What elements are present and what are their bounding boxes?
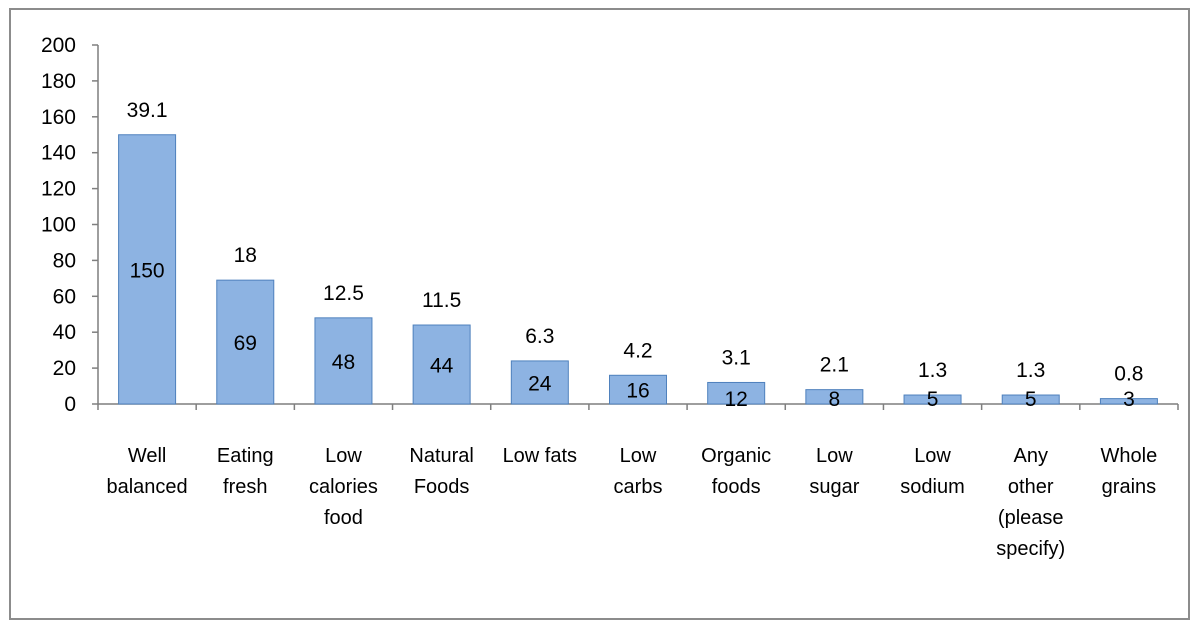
bar-percent-label: 3.1 (722, 346, 751, 369)
x-category-label: specify) (996, 538, 1065, 560)
x-category-label: grains (1102, 476, 1156, 498)
bar (1099, 398, 1158, 405)
x-category-label: Organic (701, 445, 771, 467)
bar-value-label: 8 (829, 388, 841, 411)
bar (707, 381, 766, 405)
x-category-label: Low (325, 445, 362, 467)
x-category-label: carbs (614, 476, 663, 498)
x-category-label: (please (998, 507, 1064, 529)
bar (216, 279, 275, 405)
x-category-label: Well (128, 445, 167, 467)
x-category-label: Low fats (503, 445, 577, 467)
y-tick-label: 120 (41, 178, 76, 201)
bar-value-label: 12 (725, 388, 748, 411)
bar-percent-label: 4.2 (623, 339, 652, 362)
bar-percent-label: 39.1 (127, 99, 168, 122)
x-category-label: balanced (106, 476, 187, 498)
bar (903, 394, 962, 405)
x-category-label: Foods (414, 476, 470, 498)
bar-value-label: 24 (528, 372, 552, 395)
x-category-label: Natural (409, 445, 473, 467)
bar-percent-label: 0.8 (1114, 363, 1143, 386)
x-category-label: food (324, 507, 363, 529)
bar-percent-label: 6.3 (525, 325, 554, 348)
y-tick-label: 180 (41, 70, 76, 93)
x-category-label: Low (620, 445, 657, 467)
bar-value-label: 3 (1123, 388, 1135, 411)
bar (510, 360, 569, 405)
bar (118, 134, 177, 405)
y-tick-label: 140 (41, 142, 76, 165)
x-category-label: calories (309, 476, 378, 498)
bar-value-label: 48 (332, 351, 355, 374)
y-tick-label: 100 (41, 214, 76, 237)
x-category-label: Low (914, 445, 951, 467)
y-tick-label: 200 (41, 34, 76, 57)
bar-percent-label: 1.3 (1016, 359, 1045, 382)
x-category-label: fresh (223, 476, 267, 498)
bar (609, 374, 667, 405)
x-category-label: Eating (217, 445, 274, 467)
bar-value-label: 44 (430, 355, 454, 378)
bar (314, 317, 373, 405)
y-tick-label: 20 (53, 357, 76, 380)
bar-percent-label: 11.5 (422, 289, 461, 312)
bar-value-label: 5 (1025, 388, 1037, 411)
y-tick-label: 80 (53, 249, 76, 272)
bar-percent-label: 18 (234, 244, 257, 267)
bar-value-label: 16 (626, 380, 649, 403)
bar-value-label: 150 (130, 259, 165, 282)
bar (805, 389, 864, 405)
y-tick-label: 40 (53, 321, 76, 344)
bar-percent-label: 2.1 (820, 354, 849, 377)
bar-value-label: 69 (234, 332, 257, 355)
x-category-label: Any (1013, 445, 1047, 467)
y-tick-label: 160 (41, 106, 76, 129)
x-category-label: Low (816, 445, 853, 467)
bar-percent-label: 12.5 (323, 282, 364, 305)
x-category-label: Whole (1101, 445, 1158, 467)
y-tick-label: 0 (64, 393, 76, 416)
bar-percent-label: 1.3 (918, 359, 947, 382)
chart-frame (9, 8, 1190, 620)
x-category-label: foods (712, 476, 761, 498)
x-category-label: sugar (809, 476, 859, 498)
x-category-label: other (1008, 476, 1054, 498)
bar-value-label: 5 (927, 388, 939, 411)
bar (1001, 394, 1060, 405)
x-category-label: sodium (900, 476, 964, 498)
y-tick-label: 60 (53, 285, 76, 308)
bar (412, 324, 471, 405)
